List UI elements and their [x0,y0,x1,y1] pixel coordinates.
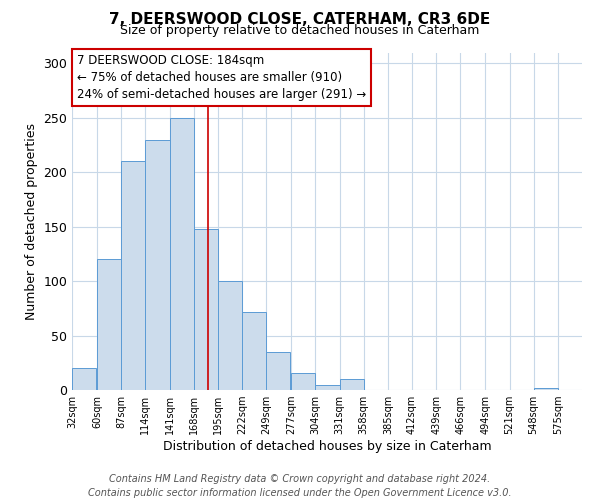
Bar [533,388,558,390]
Bar [121,162,145,390]
Bar [218,281,242,390]
Text: Contains HM Land Registry data © Crown copyright and database right 2024.
Contai: Contains HM Land Registry data © Crown c… [88,474,512,498]
Bar [194,229,218,390]
Bar [170,118,194,390]
Bar [72,368,96,390]
Bar [291,372,316,390]
Bar [266,352,290,390]
Bar [97,260,121,390]
Text: 7 DEERSWOOD CLOSE: 184sqm
← 75% of detached houses are smaller (910)
24% of semi: 7 DEERSWOOD CLOSE: 184sqm ← 75% of detac… [77,54,367,101]
Text: 7, DEERSWOOD CLOSE, CATERHAM, CR3 6DE: 7, DEERSWOOD CLOSE, CATERHAM, CR3 6DE [109,12,491,28]
Y-axis label: Number of detached properties: Number of detached properties [25,122,38,320]
X-axis label: Distribution of detached houses by size in Caterham: Distribution of detached houses by size … [163,440,491,453]
Bar [242,312,266,390]
Bar [316,384,340,390]
Text: Size of property relative to detached houses in Caterham: Size of property relative to detached ho… [121,24,479,37]
Bar [340,379,364,390]
Bar [145,140,170,390]
